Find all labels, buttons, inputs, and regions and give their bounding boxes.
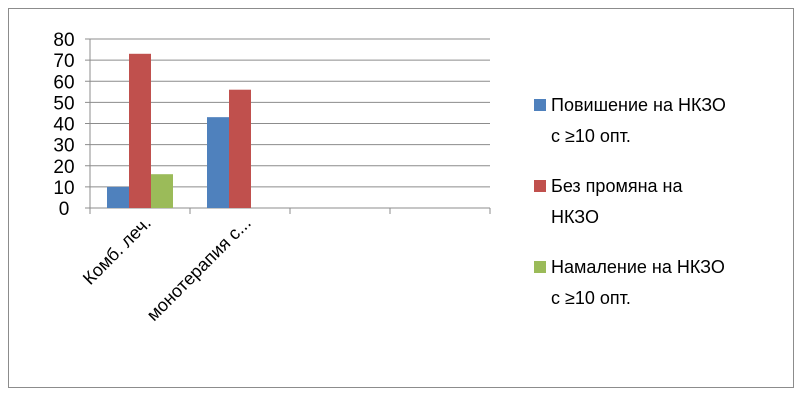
y-tick-label: 20	[53, 157, 74, 178]
bar-1-series-2	[129, 53, 151, 208]
legend-label-2: Без промяна на НКЗО	[551, 176, 683, 227]
y-tick-label: 30	[53, 136, 74, 157]
y-tick-label: 80	[53, 30, 74, 51]
legend-label-3: Намаление на НКЗО с ≥10 опт.	[551, 257, 725, 308]
bar-2-series-2	[229, 89, 251, 208]
y-tick-label: 70	[53, 51, 74, 72]
legend-label-1: Повишение на НКЗО с ≥10 опт.	[551, 95, 726, 146]
y-tick-label: 0	[59, 199, 70, 220]
legend: Повишение на НКЗО с ≥10 опт. Без промяна н…	[534, 95, 726, 308]
bar-1-series-3	[151, 174, 173, 208]
x-category-label: монотерапия с...	[143, 213, 255, 325]
legend-swatch-3	[534, 261, 546, 273]
x-category-label: Комб. леч.	[79, 213, 155, 289]
y-tick-label: 40	[53, 115, 74, 136]
bars	[107, 53, 251, 208]
bar-2-series-1	[207, 117, 229, 208]
y-tick-label: 50	[53, 93, 74, 114]
x-category-labels: Комб. леч.монотерапия с...	[79, 213, 255, 325]
y-tick-label: 10	[53, 178, 74, 199]
legend-swatch-2	[534, 180, 546, 192]
bar-1-series-1	[107, 186, 129, 208]
legend-swatch-1	[534, 99, 546, 111]
y-tick-label: 60	[53, 72, 74, 93]
